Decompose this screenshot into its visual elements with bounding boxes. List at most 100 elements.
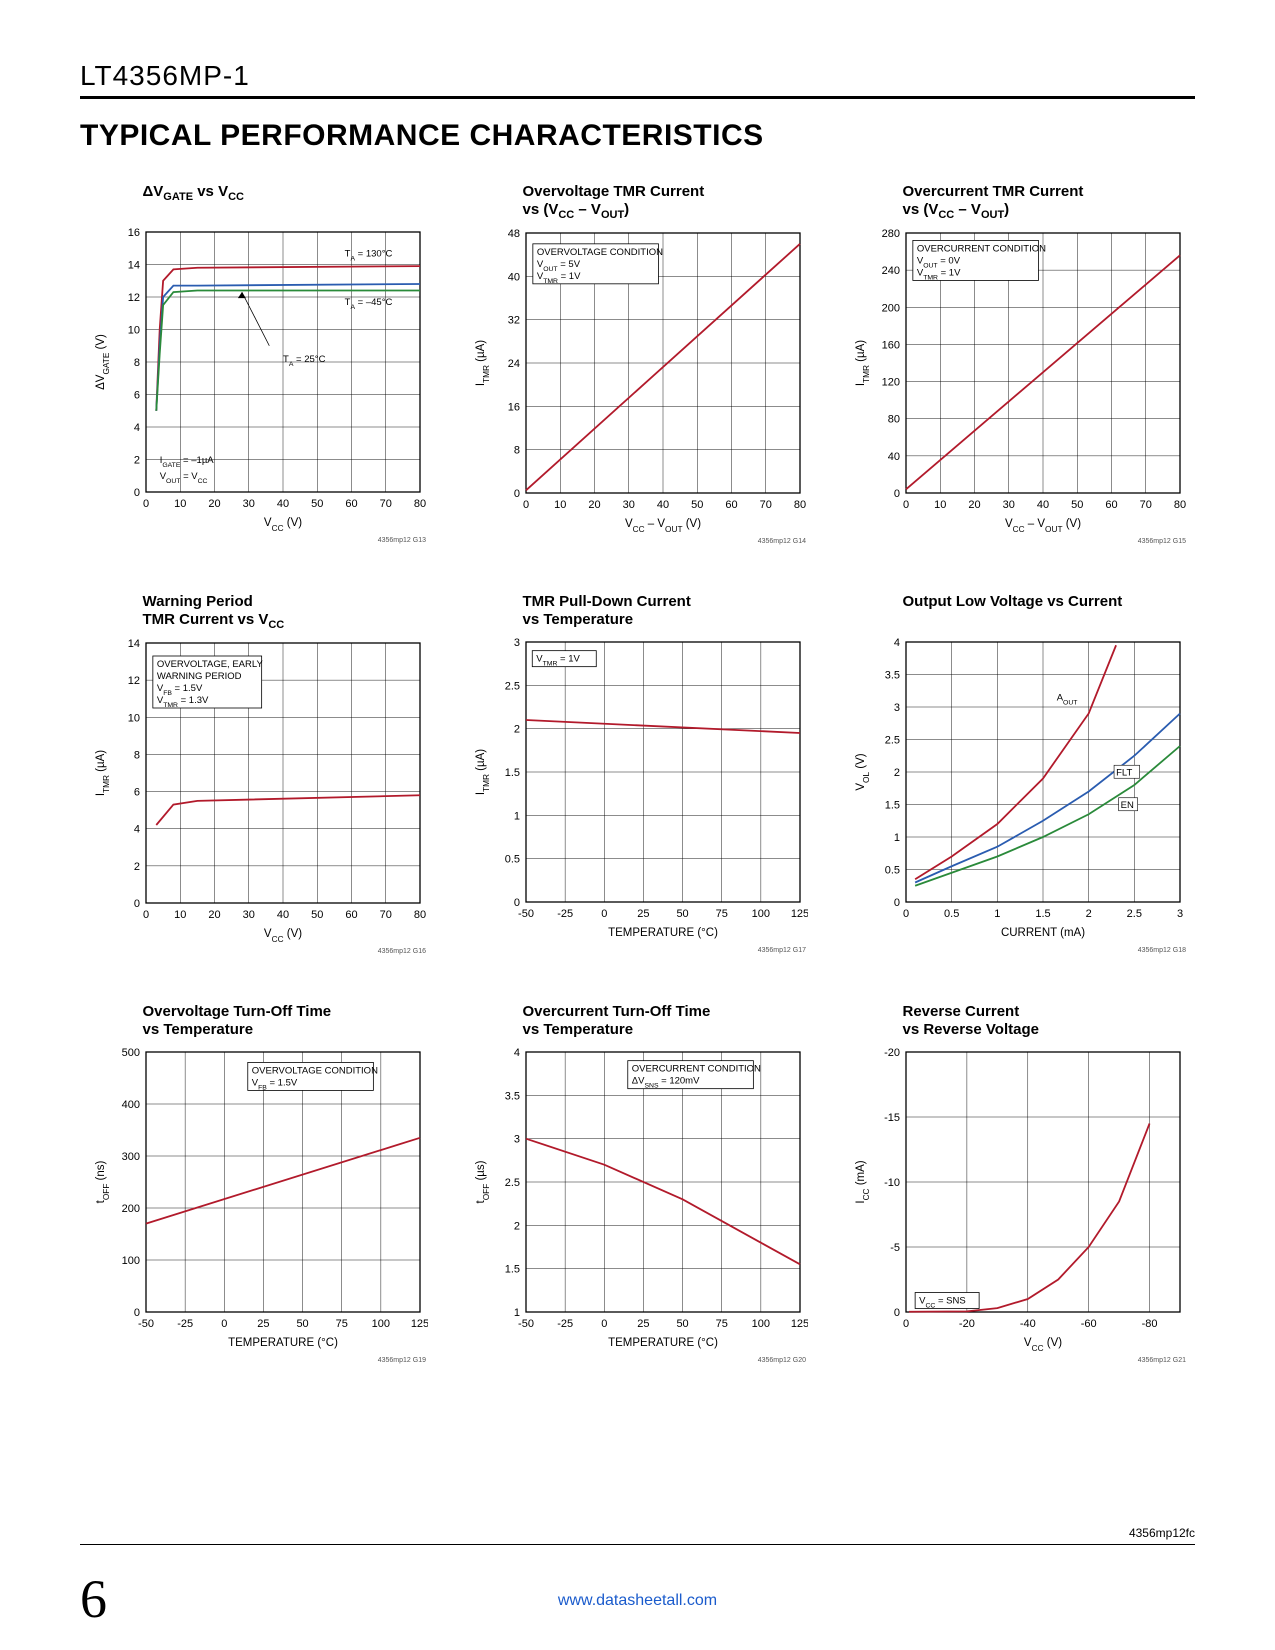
svg-text:OVERCURRENT CONDITION: OVERCURRENT CONDITION bbox=[631, 1064, 760, 1075]
chart-g16: Warning PeriodTMR Current vs VCC01020304… bbox=[88, 593, 428, 973]
svg-text:16: 16 bbox=[127, 227, 139, 239]
svg-text:240: 240 bbox=[881, 265, 899, 277]
svg-text:160: 160 bbox=[881, 340, 899, 352]
svg-text:75: 75 bbox=[715, 1318, 727, 1330]
footer-url[interactable]: www.datasheetall.com bbox=[0, 1592, 1275, 1610]
svg-text:-60: -60 bbox=[1080, 1318, 1096, 1330]
svg-text:OVERVOLTAGE CONDITION: OVERVOLTAGE CONDITION bbox=[536, 247, 662, 258]
chart-g21: Reverse Currentvs Reverse Voltage0-20-40… bbox=[848, 1003, 1188, 1383]
svg-text:0: 0 bbox=[902, 499, 908, 511]
svg-text:30: 30 bbox=[1002, 499, 1014, 511]
chart-title: Overcurrent TMR Currentvs (VCC – VOUT) bbox=[848, 183, 1188, 222]
svg-text:1: 1 bbox=[513, 810, 519, 822]
svg-text:100: 100 bbox=[371, 1318, 389, 1330]
svg-text:10: 10 bbox=[127, 325, 139, 337]
svg-text:4356mp12 G21: 4356mp12 G21 bbox=[1137, 1357, 1185, 1364]
chart-title: Overvoltage Turn-Off Timevs Temperature bbox=[88, 1003, 428, 1041]
svg-text:30: 30 bbox=[242, 498, 254, 510]
svg-text:120: 120 bbox=[881, 377, 899, 389]
svg-text:VCC (V): VCC (V) bbox=[263, 928, 301, 944]
svg-text:4356mp12 G17: 4356mp12 G17 bbox=[757, 947, 805, 954]
svg-text:40: 40 bbox=[887, 451, 899, 463]
svg-text:20: 20 bbox=[968, 499, 980, 511]
svg-text:80: 80 bbox=[1173, 499, 1185, 511]
svg-text:OVERCURRENT CONDITION: OVERCURRENT CONDITION bbox=[916, 244, 1045, 255]
chart-title: Overvoltage TMR Currentvs (VCC – VOUT) bbox=[468, 183, 808, 222]
chart-g19: Overvoltage Turn-Off Timevs Temperature -… bbox=[88, 1003, 428, 1383]
svg-text:60: 60 bbox=[345, 498, 357, 510]
svg-text:2.5: 2.5 bbox=[884, 735, 899, 747]
part-number: LT4356MP-1 bbox=[80, 60, 1195, 99]
svg-text:20: 20 bbox=[588, 499, 600, 511]
svg-text:100: 100 bbox=[751, 908, 769, 920]
chart-g15: Overcurrent TMR Currentvs (VCC – VOUT) 0 1… bbox=[848, 183, 1188, 563]
svg-text:3: 3 bbox=[893, 702, 899, 714]
svg-text:VCC (V): VCC (V) bbox=[263, 517, 301, 533]
chart-g14: Overvoltage TMR Currentvs (VCC – VOUT) 0 1… bbox=[468, 183, 808, 563]
svg-text:125: 125 bbox=[790, 1318, 807, 1330]
svg-text:4: 4 bbox=[513, 1047, 519, 1059]
svg-text:4: 4 bbox=[133, 824, 139, 836]
svg-text:0: 0 bbox=[902, 908, 908, 920]
chart-g13: ΔVGATE vs VCC010203040506070800246810121… bbox=[88, 183, 428, 563]
svg-text:50: 50 bbox=[676, 1318, 688, 1330]
svg-text:3: 3 bbox=[1176, 908, 1182, 920]
svg-text:tOFF (ns): tOFF (ns) bbox=[95, 1160, 111, 1203]
svg-text:30: 30 bbox=[622, 499, 634, 511]
svg-text:10: 10 bbox=[934, 499, 946, 511]
chart-title: Warning PeriodTMR Current vs VCC bbox=[88, 593, 428, 632]
svg-text:14: 14 bbox=[127, 638, 139, 650]
svg-text:2.5: 2.5 bbox=[504, 1177, 519, 1189]
svg-text:FLT: FLT bbox=[1116, 767, 1132, 778]
svg-text:3: 3 bbox=[513, 1134, 519, 1146]
svg-text:TEMPERATURE (°C): TEMPERATURE (°C) bbox=[608, 1337, 718, 1349]
svg-text:0.5: 0.5 bbox=[944, 908, 959, 920]
svg-text:100: 100 bbox=[751, 1318, 769, 1330]
svg-text:10: 10 bbox=[554, 499, 566, 511]
svg-text:4356mp12 G19: 4356mp12 G19 bbox=[377, 1357, 425, 1364]
svg-text:50: 50 bbox=[1071, 499, 1083, 511]
svg-text:0: 0 bbox=[522, 499, 528, 511]
svg-text:16: 16 bbox=[507, 402, 519, 414]
chart-g17: TMR Pull-Down Currentvs Temperature-50-2… bbox=[468, 593, 808, 973]
svg-text:40: 40 bbox=[276, 498, 288, 510]
svg-text:TA = –45°C: TA = –45°C bbox=[344, 297, 392, 311]
svg-text:ICC (mA): ICC (mA) bbox=[855, 1160, 871, 1203]
svg-text:-25: -25 bbox=[177, 1318, 193, 1330]
svg-text:6: 6 bbox=[133, 787, 139, 799]
svg-text:0: 0 bbox=[133, 1307, 139, 1319]
svg-text:40: 40 bbox=[276, 909, 288, 921]
svg-text:8: 8 bbox=[513, 445, 519, 457]
svg-text:40: 40 bbox=[507, 272, 519, 284]
chart-title: Reverse Currentvs Reverse Voltage bbox=[848, 1003, 1188, 1041]
svg-text:32: 32 bbox=[507, 315, 519, 327]
svg-text:2: 2 bbox=[513, 724, 519, 736]
svg-text:OVERVOLTAGE, EARLY: OVERVOLTAGE, EARLY bbox=[156, 659, 263, 670]
svg-text:0: 0 bbox=[601, 908, 607, 920]
svg-text:4356mp12 G13: 4356mp12 G13 bbox=[377, 537, 425, 544]
svg-text:4356mp12 G16: 4356mp12 G16 bbox=[377, 948, 425, 955]
svg-text:-20: -20 bbox=[958, 1318, 974, 1330]
svg-text:200: 200 bbox=[121, 1203, 139, 1215]
svg-text:48: 48 bbox=[507, 228, 519, 240]
svg-text:4356mp12 G18: 4356mp12 G18 bbox=[1137, 947, 1185, 954]
footer-code: 4356mp12fc bbox=[1129, 1526, 1195, 1540]
svg-text:60: 60 bbox=[725, 499, 737, 511]
svg-text:50: 50 bbox=[311, 909, 323, 921]
svg-text:0: 0 bbox=[142, 909, 148, 921]
svg-text:60: 60 bbox=[345, 909, 357, 921]
svg-text:6: 6 bbox=[133, 390, 139, 402]
svg-text:25: 25 bbox=[257, 1318, 269, 1330]
svg-text:8: 8 bbox=[133, 357, 139, 369]
svg-text:4: 4 bbox=[133, 422, 139, 434]
svg-text:500: 500 bbox=[121, 1047, 139, 1059]
svg-text:0: 0 bbox=[221, 1318, 227, 1330]
svg-text:125: 125 bbox=[410, 1318, 427, 1330]
footer-rule bbox=[80, 1544, 1195, 1545]
svg-text:3: 3 bbox=[513, 637, 519, 649]
svg-text:80: 80 bbox=[413, 909, 425, 921]
svg-text:25: 25 bbox=[637, 1318, 649, 1330]
svg-text:125: 125 bbox=[790, 908, 807, 920]
svg-text:20: 20 bbox=[208, 498, 220, 510]
svg-text:VCC (V): VCC (V) bbox=[1023, 1337, 1061, 1353]
